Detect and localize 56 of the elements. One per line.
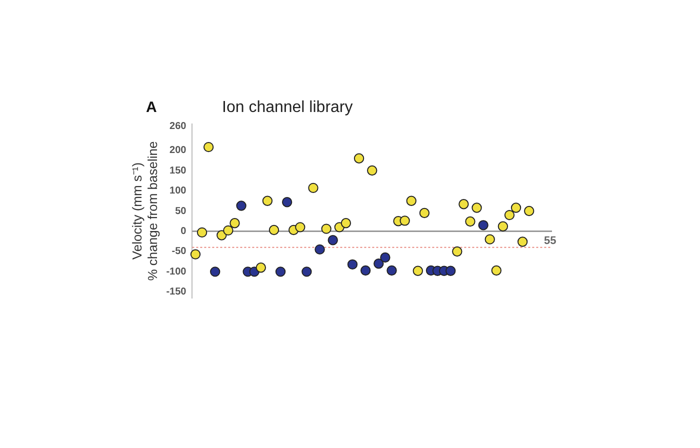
y-tick-label: 150 — [170, 165, 187, 176]
point — [524, 206, 534, 216]
point — [295, 222, 306, 232]
point — [360, 265, 371, 276]
point — [347, 259, 358, 270]
point — [210, 266, 220, 277]
y-tick-label: -50 — [172, 246, 187, 258]
point — [478, 220, 488, 230]
point — [400, 216, 410, 226]
point — [498, 221, 508, 232]
point — [282, 197, 292, 208]
point — [302, 266, 312, 277]
point — [314, 244, 325, 255]
point — [510, 202, 522, 213]
point — [491, 265, 502, 276]
y-tick-label: 100 — [170, 186, 187, 197]
point — [203, 142, 214, 152]
point — [419, 208, 430, 218]
y-tick-label: 200 — [170, 145, 187, 156]
point — [412, 266, 423, 276]
point — [354, 153, 364, 164]
point — [484, 234, 495, 244]
point — [472, 202, 482, 213]
point — [275, 266, 286, 277]
y-tick-label: 50 — [175, 206, 187, 217]
point — [452, 246, 462, 257]
point — [340, 218, 352, 228]
point — [308, 182, 318, 194]
point — [504, 210, 515, 220]
point — [268, 224, 280, 236]
point — [262, 196, 273, 206]
y-tick-label: -100 — [166, 266, 187, 278]
point — [386, 265, 397, 276]
annotation: 55 — [544, 235, 556, 248]
point — [446, 266, 456, 276]
y-axis-title: Velocity (mm s⁻¹) % change from baseline — [129, 141, 160, 281]
y-tick-label: -150 — [166, 286, 187, 298]
y-tick-label: 260 — [170, 120, 187, 132]
point — [374, 258, 384, 269]
point — [380, 252, 390, 263]
point — [517, 236, 528, 247]
point — [328, 235, 338, 246]
text: A — [146, 99, 157, 116]
point — [465, 216, 476, 227]
point — [236, 200, 246, 211]
point — [406, 196, 416, 206]
point — [458, 199, 469, 210]
point — [367, 165, 378, 176]
chart-title: Ion channel library — [222, 99, 353, 116]
point — [196, 227, 208, 238]
y-tick-label: 0 — [180, 226, 187, 237]
point — [230, 218, 240, 228]
point — [256, 262, 266, 273]
point — [190, 249, 201, 260]
point — [223, 225, 234, 236]
point — [321, 224, 332, 234]
